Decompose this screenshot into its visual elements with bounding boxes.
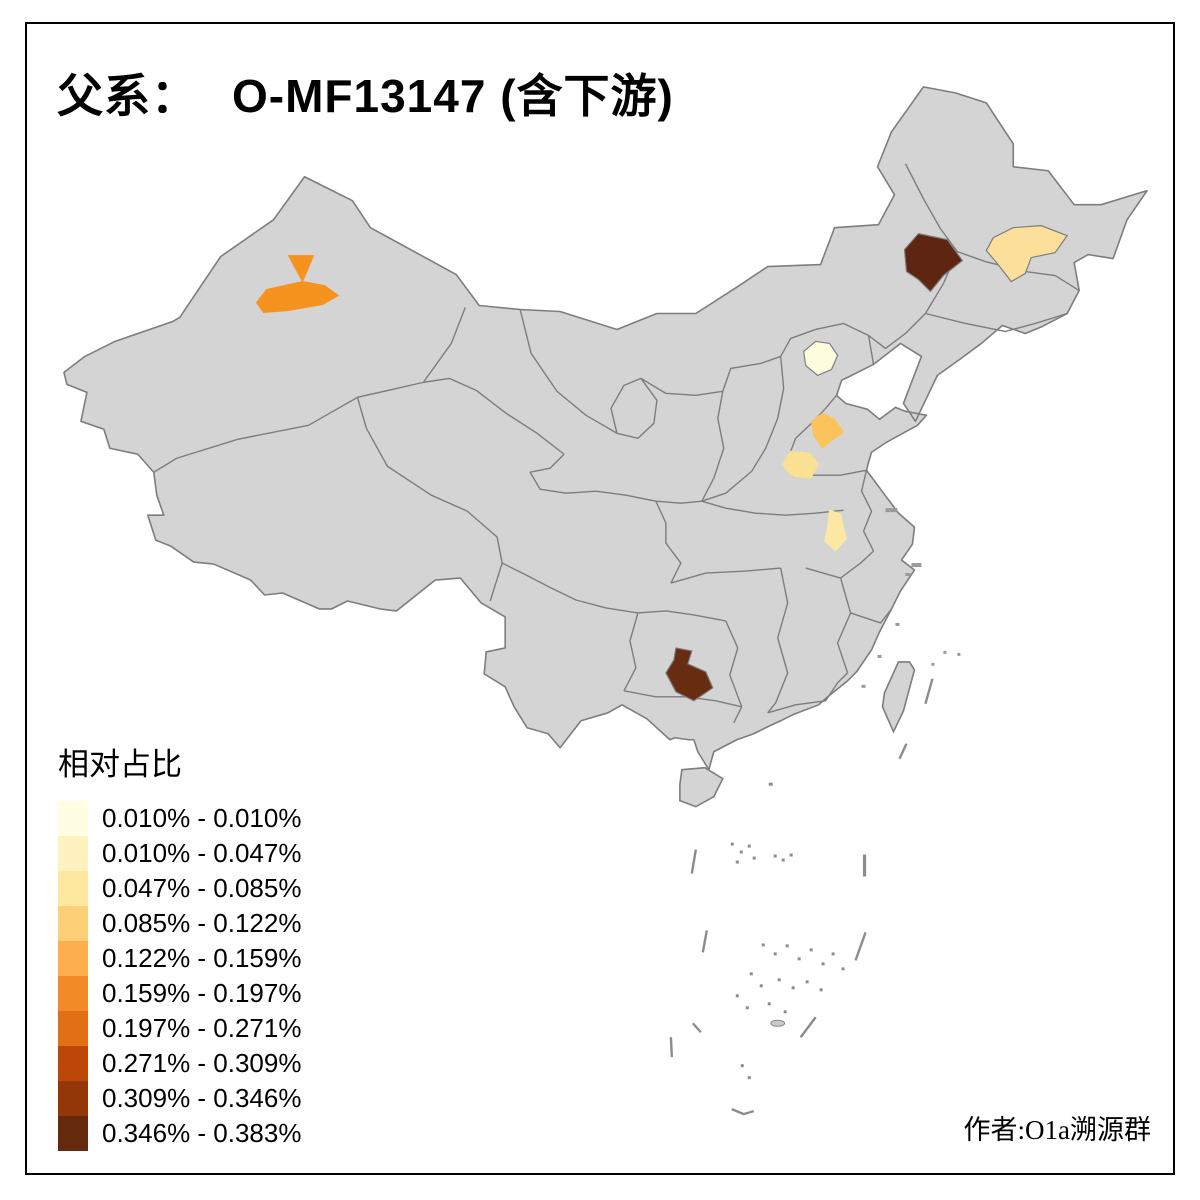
region-beijing bbox=[803, 340, 839, 377]
legend-row: 0.047% - 0.085% bbox=[58, 871, 301, 906]
legend-swatch bbox=[58, 801, 88, 836]
south-china-sea-dashes bbox=[669, 678, 934, 1116]
legend-label: 0.159% - 0.197% bbox=[102, 978, 302, 1008]
map-panel: 父系： O-MF13147 (含下游) 相对占比 0.010% - 0.010% … bbox=[25, 22, 1175, 1175]
legend-label: 0.085% - 0.122% bbox=[102, 908, 302, 938]
legend-swatch bbox=[58, 941, 88, 976]
region-anhui-pale bbox=[824, 509, 848, 552]
legend-label: 0.010% - 0.010% bbox=[102, 803, 302, 833]
legend-row: 0.197% - 0.271% bbox=[58, 1011, 301, 1046]
legend-swatch bbox=[58, 976, 88, 1011]
legend-row: 0.271% - 0.309% bbox=[58, 1046, 301, 1081]
legend-swatch bbox=[58, 906, 88, 941]
legend-row: 0.309% - 0.346% bbox=[58, 1081, 301, 1116]
region-west-shandong-pale bbox=[782, 450, 820, 479]
legend-row: 0.159% - 0.197% bbox=[58, 976, 301, 1011]
province-borders bbox=[153, 163, 1080, 724]
legend-label: 0.309% - 0.346% bbox=[102, 1083, 302, 1113]
legend-swatch bbox=[58, 871, 88, 906]
region-shandong-orange bbox=[811, 412, 845, 450]
taiwan-island bbox=[881, 661, 916, 734]
south-china-sea-islets bbox=[730, 782, 845, 1080]
region-northeast-pale bbox=[985, 225, 1069, 283]
legend-row: 0.085% - 0.122% bbox=[58, 906, 301, 941]
coastal-islands bbox=[861, 508, 961, 688]
legend-label: 0.197% - 0.271% bbox=[102, 1013, 302, 1043]
legend-row: 0.010% - 0.047% bbox=[58, 836, 301, 871]
legend-swatch bbox=[58, 836, 88, 871]
legend-label: 0.047% - 0.085% bbox=[102, 873, 302, 903]
title-main: O-MF13147 (含下游) bbox=[232, 70, 674, 122]
region-guizhou-dark bbox=[665, 647, 714, 702]
legend-label: 0.346% - 0.383% bbox=[102, 1118, 302, 1148]
legend-swatch bbox=[58, 1116, 88, 1151]
legend-row: 0.010% - 0.010% bbox=[58, 801, 301, 836]
legend-row: 0.122% - 0.159% bbox=[58, 941, 301, 976]
title-prefix: 父系： bbox=[57, 71, 198, 122]
legend-swatch bbox=[58, 1081, 88, 1116]
region-northeast-dark bbox=[903, 232, 964, 293]
legend-title: 相对占比 bbox=[58, 747, 182, 782]
hainan-island bbox=[679, 766, 724, 808]
legend: 相对占比 0.010% - 0.010% 0.010% - 0.047% 0.0… bbox=[58, 746, 301, 1151]
legend-label: 0.122% - 0.159% bbox=[102, 943, 302, 973]
legend-label: 0.271% - 0.309% bbox=[102, 1048, 302, 1078]
china-mainland bbox=[63, 86, 1148, 771]
legend-row: 0.346% - 0.383% bbox=[58, 1116, 301, 1151]
legend-label: 0.010% - 0.047% bbox=[102, 838, 302, 868]
legend-swatch bbox=[58, 1011, 88, 1046]
page-title: 父系： O-MF13147 (含下游) bbox=[57, 60, 674, 126]
region-xinjiang-changji bbox=[255, 255, 340, 314]
legend-swatch bbox=[58, 1046, 88, 1081]
china-choropleth-map bbox=[63, 86, 1148, 1116]
attribution: 作者:O1a溯源群 bbox=[963, 1115, 1151, 1145]
